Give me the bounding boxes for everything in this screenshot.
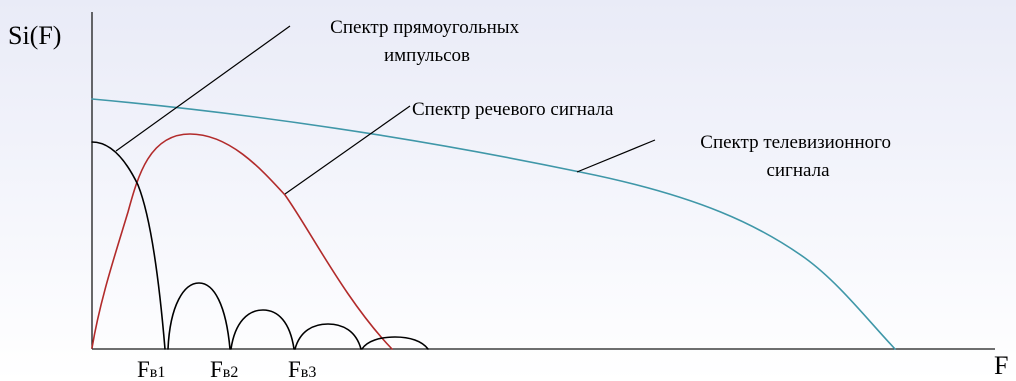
y-axis-label: Si(F) bbox=[8, 21, 61, 50]
rect-label-line-2: импульсов bbox=[384, 45, 470, 66]
x-axis-label: F bbox=[994, 351, 1008, 380]
rect-spectrum-label: Спектр прямоугольных импульсов bbox=[330, 17, 524, 66]
speech-label-leader bbox=[284, 105, 411, 195]
rect-spectrum-lobe-3 bbox=[230, 309, 295, 350]
rect-spectrum-main-lobe bbox=[91, 141, 166, 350]
axes bbox=[91, 12, 995, 350]
tick-label-fv3: Fв3 bbox=[288, 357, 316, 381]
tick-labels: Fв1 Fв2 Fв3 bbox=[137, 357, 316, 381]
tick-label-fv1: Fв1 bbox=[137, 357, 165, 381]
tv-spectrum-curve bbox=[91, 98, 896, 350]
speech-spectrum-curve bbox=[91, 133, 393, 350]
rect-label-line-1: Спектр прямоугольных bbox=[330, 17, 519, 38]
tick-label-fv2: Fв2 bbox=[210, 357, 238, 381]
rect-spectrum-lobe-2 bbox=[167, 282, 231, 350]
rect-spectrum-lobe-4 bbox=[294, 323, 362, 350]
rect-spectrum-curve bbox=[91, 141, 429, 350]
rect-label-leader bbox=[115, 25, 291, 152]
tv-label-line-1: Спектр телевизионного bbox=[700, 132, 891, 153]
leader-lines bbox=[115, 25, 656, 195]
tv-label-leader bbox=[576, 139, 656, 173]
rect-spectrum-lobe-5 bbox=[361, 336, 429, 350]
tv-label-line-2: сигнала bbox=[766, 160, 830, 181]
tv-spectrum-label: Спектр телевизионного сигнала bbox=[700, 132, 895, 181]
speech-spectrum-label: Спектр речевого сигнала bbox=[412, 99, 614, 120]
